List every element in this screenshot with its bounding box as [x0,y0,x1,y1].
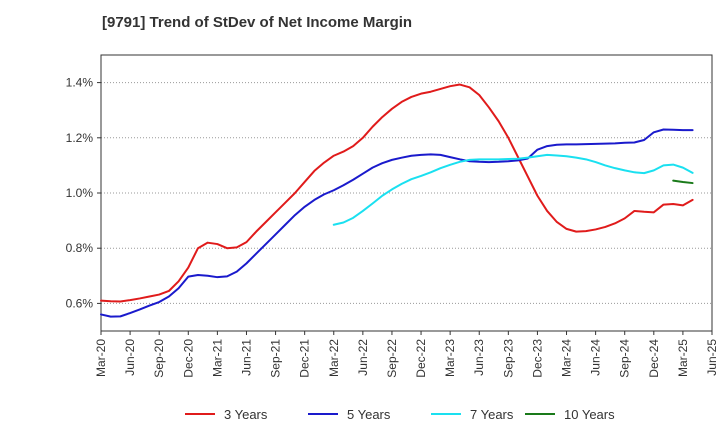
x-tick-label: Mar-24 [560,339,574,377]
y-tick-label: 0.8% [66,241,94,255]
x-tick-label: Dec-23 [530,339,544,378]
x-tick-label: Mar-20 [94,339,108,377]
x-tick-label: Sep-21 [269,339,283,378]
x-tick-label: Mar-22 [327,339,341,377]
x-tick-label: Jun-21 [239,339,253,376]
x-tick-label: Jun-20 [123,339,137,376]
y-tick-label: 1.4% [66,76,94,90]
x-tick-label: Dec-21 [298,339,312,378]
legend-item-10-years: 10 Years [525,407,615,422]
legend-item-3-years: 3 Years [185,407,268,422]
legend: 3 Years 5 Years 7 Years 10 Years [185,407,615,422]
x-tick-label: Jun-25 [705,339,719,376]
legend-label: 7 Years [470,407,514,422]
x-axis: Mar-20 Jun-20 Sep-20 Dec-20 Mar-21 Jun-21 Sep-… [94,331,719,378]
x-tick-label: Sep-23 [501,339,515,378]
x-tick-label: Dec-24 [647,339,661,378]
x-tick-label: Sep-24 [618,339,632,378]
x-tick-label: Mar-25 [676,339,690,377]
legend-item-7-years: 7 Years [431,407,514,422]
x-tick-label: Jun-24 [589,339,603,376]
y-tick-label: 0.6% [66,296,94,310]
x-tick-label: Jun-22 [356,339,370,376]
x-tick-label: Mar-23 [443,339,457,377]
y-axis: 0.6% 0.8% 1.0% 1.2% 1.4% [66,76,101,310]
series-line-7-years [332,153,694,226]
series-lines [100,83,694,318]
chart-title: [9791] Trend of StDev of Net Income Marg… [102,14,413,31]
y-tick-label: 1.2% [66,131,94,145]
x-tick-label: Sep-20 [152,339,166,378]
legend-item-5-years: 5 Years [308,407,391,422]
x-tick-label: Dec-22 [414,339,428,378]
y-tick-label: 1.0% [66,186,94,200]
legend-label: 3 Years [224,407,268,422]
x-tick-label: Mar-21 [210,339,224,377]
series-line-3-years [100,83,694,303]
legend-label: 5 Years [347,407,391,422]
series-line-10-years [672,179,694,185]
grid-lines [101,82,712,304]
series-line-5-years [100,128,694,318]
legend-label: 10 Years [564,407,615,422]
x-tick-label: Jun-23 [472,339,486,376]
x-tick-label: Sep-22 [385,339,399,378]
x-tick-label: Dec-20 [181,339,195,378]
